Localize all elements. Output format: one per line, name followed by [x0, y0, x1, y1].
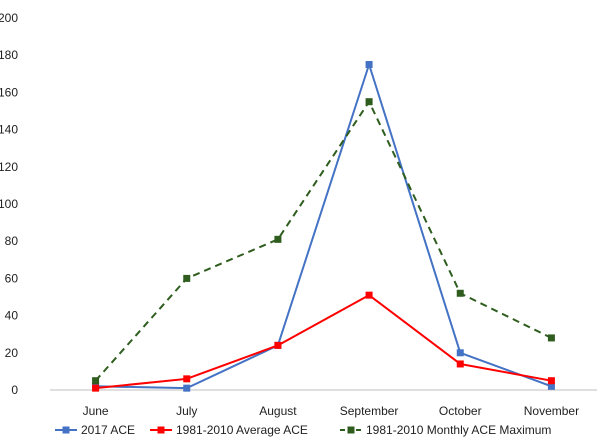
legend-swatch-marker: [347, 426, 355, 434]
legend: 2017 ACE 1981-2010 Average ACE 1981-2010 M…: [55, 423, 551, 437]
y-tick-label: 20: [5, 346, 19, 360]
y-tick-label: 40: [5, 309, 19, 323]
x-tick-label: November: [524, 404, 579, 418]
x-tick-label: June: [83, 404, 109, 418]
data-point-marker: [456, 349, 464, 357]
legend-label: 1981-2010 Monthly ACE Maximum: [366, 423, 551, 437]
data-point-marker: [547, 334, 555, 342]
x-tick-label: October: [439, 404, 482, 418]
legend-label: 1981-2010 Average ACE: [176, 423, 308, 437]
data-point-marker: [274, 235, 282, 243]
series-line: [95, 294, 552, 390]
data-point-marker: [183, 274, 191, 282]
y-tick-label: 0: [11, 383, 18, 397]
series-line: [94, 100, 552, 382]
legend-swatch-marker: [157, 426, 165, 434]
data-point-marker: [365, 61, 373, 68]
y-tick-label: 140: [0, 123, 18, 137]
y-tick-label: 180: [0, 48, 18, 62]
data-point-marker: [365, 98, 373, 106]
series-layer: [92, 61, 555, 392]
y-axis: 0 20 40 60 80 100 120 140 160 180 200: [0, 11, 18, 397]
data-point-marker: [547, 377, 555, 385]
data-point-marker: [183, 375, 191, 383]
legend-label: 2017 ACE: [81, 423, 135, 437]
x-axis: June July August September October November: [50, 389, 597, 418]
legend-item: 1981-2010 Average ACE: [150, 423, 308, 437]
y-tick-label: 60: [5, 271, 19, 285]
x-tick-label: September: [340, 404, 399, 418]
legend-item: 1981-2010 Monthly ACE Maximum: [340, 423, 551, 437]
data-point-marker: [274, 341, 282, 349]
data-point-marker: [456, 289, 464, 297]
y-tick-label: 100: [0, 197, 18, 211]
y-tick-label: 120: [0, 160, 18, 174]
legend-item: 2017 ACE: [55, 423, 135, 437]
data-point-marker: [92, 384, 100, 392]
data-point-marker: [183, 384, 191, 392]
y-tick-label: 160: [0, 85, 18, 99]
data-point-marker: [92, 377, 100, 385]
data-point-marker: [547, 382, 555, 390]
data-point-marker: [365, 291, 373, 299]
series-line: [95, 63, 552, 390]
data-point-marker: [456, 360, 464, 368]
y-tick-label: 200: [0, 11, 18, 25]
y-tick-label: 80: [5, 234, 19, 248]
x-tick-label: July: [176, 404, 197, 418]
legend-swatch-marker: [62, 426, 70, 434]
x-tick-label: August: [259, 404, 297, 418]
